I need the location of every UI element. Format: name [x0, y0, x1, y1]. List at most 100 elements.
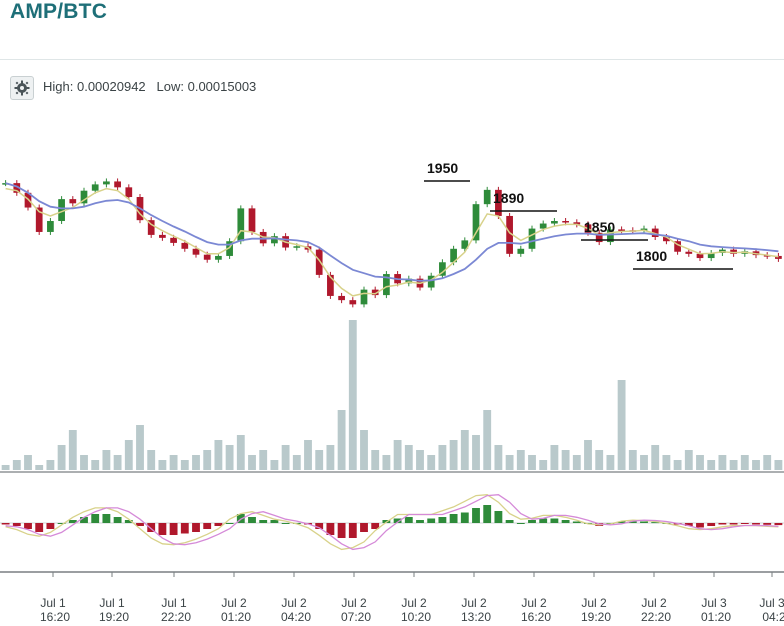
volume-bar — [584, 440, 592, 470]
x-tick-label-day: Jul 2 — [521, 596, 547, 610]
macd-bar — [35, 523, 44, 532]
volume-bar — [80, 455, 88, 470]
volume-bar — [281, 445, 290, 470]
volume-bar — [102, 450, 111, 470]
volume-bar — [225, 445, 234, 470]
candle-body — [651, 228, 659, 238]
macd-bar — [651, 522, 660, 524]
macd-bar — [192, 523, 200, 532]
candle-body — [13, 183, 21, 193]
x-tick-label-day: Jul 1 — [99, 596, 125, 610]
candle-body — [461, 240, 469, 249]
pair-title: AMP/BTC — [10, 0, 108, 23]
macd-bar — [729, 523, 738, 525]
macd-bar — [550, 518, 559, 523]
candle-body — [618, 229, 625, 231]
macd-bar — [684, 523, 693, 526]
candle-body — [103, 181, 110, 185]
volume-bar — [393, 440, 402, 470]
low-label: Low: — [156, 79, 184, 94]
chart-frame — [0, 59, 784, 626]
macd-bar — [214, 523, 223, 526]
x-tick-label-day: Jul 2 — [341, 596, 367, 610]
candle-body — [91, 184, 99, 191]
x-tick-label-day: Jul 3 — [759, 596, 784, 610]
macd-bar — [360, 523, 368, 532]
candle-body — [730, 249, 737, 254]
macd-bar — [460, 512, 469, 523]
volume-bar — [572, 455, 581, 470]
volume-bar — [304, 440, 312, 470]
macd-bar — [80, 517, 88, 523]
macd-bar — [113, 517, 122, 523]
macd-bar — [180, 523, 189, 534]
annotation-label: 1890 — [493, 190, 524, 206]
macd-bar — [326, 523, 335, 535]
candle-body — [517, 248, 525, 254]
volume-bar — [561, 450, 570, 470]
candle-body — [506, 215, 513, 254]
macd-bar — [371, 523, 380, 529]
volume-bar — [12, 460, 21, 470]
candle-body — [551, 221, 558, 224]
macd-fast-line — [5, 494, 779, 551]
macd-bar — [494, 511, 503, 523]
volume-bar — [35, 465, 44, 470]
volume-bar — [371, 450, 380, 470]
volume-bar — [57, 445, 66, 470]
settings-button[interactable] — [10, 76, 34, 100]
macd-signal-line — [5, 494, 779, 551]
macd-bar — [124, 520, 133, 523]
macd-bar — [225, 523, 234, 524]
x-tick-label-time: 16:20 — [40, 610, 70, 624]
volume-bar — [326, 445, 335, 470]
macd-bar — [572, 521, 581, 523]
volume-bars — [1, 320, 783, 470]
macd-bar — [12, 523, 21, 526]
volume-bar — [662, 455, 671, 470]
x-tick-label-time: 10:20 — [401, 610, 431, 624]
candle-body — [663, 237, 670, 242]
macd-bar — [472, 508, 480, 523]
x-tick-label-day: Jul 2 — [221, 596, 247, 610]
volume-bar — [315, 450, 324, 470]
x-tick-label-day: Jul 2 — [581, 596, 607, 610]
volume-bar — [203, 450, 212, 470]
volume-bar — [169, 455, 178, 470]
volume-bar — [158, 460, 167, 470]
candle-body — [192, 248, 200, 255]
x-tick-label-time: 16:20 — [521, 610, 551, 624]
volume-bar — [147, 450, 156, 470]
volume-bar — [46, 460, 55, 470]
annotation-label: 1850 — [584, 219, 615, 235]
volume-bar — [24, 455, 32, 470]
volume-bar — [684, 450, 693, 470]
macd-bar — [68, 520, 77, 523]
macd-bar — [438, 517, 447, 523]
annotation-label: 1950 — [427, 160, 458, 176]
x-tick-label-time: 13:20 — [461, 610, 491, 624]
candle-body — [215, 255, 222, 260]
x-tick-label-day: Jul 1 — [161, 596, 187, 610]
macd-bar — [1, 523, 10, 525]
candle-body — [595, 232, 603, 243]
high-value: 0.00020942 — [76, 79, 146, 94]
volume-bar — [192, 455, 200, 470]
macd-bar — [57, 523, 66, 524]
macd-bar — [640, 521, 648, 523]
volume-bar — [516, 450, 525, 470]
macd-bar — [516, 523, 525, 524]
candle-body — [35, 207, 43, 232]
candle-body — [371, 289, 379, 296]
candle-body — [147, 220, 155, 235]
volume-bar — [248, 455, 256, 470]
volume-bar — [236, 435, 245, 470]
macd-bar — [617, 521, 626, 523]
x-tick-label-time: 22:20 — [161, 610, 191, 624]
candle-body — [237, 208, 245, 242]
macd-bar — [505, 520, 514, 523]
x-tick-label-day: Jul 2 — [641, 596, 667, 610]
x-tick-label-time: 01:20 — [701, 610, 731, 624]
x-tick-label-time: 19:20 — [581, 610, 611, 624]
